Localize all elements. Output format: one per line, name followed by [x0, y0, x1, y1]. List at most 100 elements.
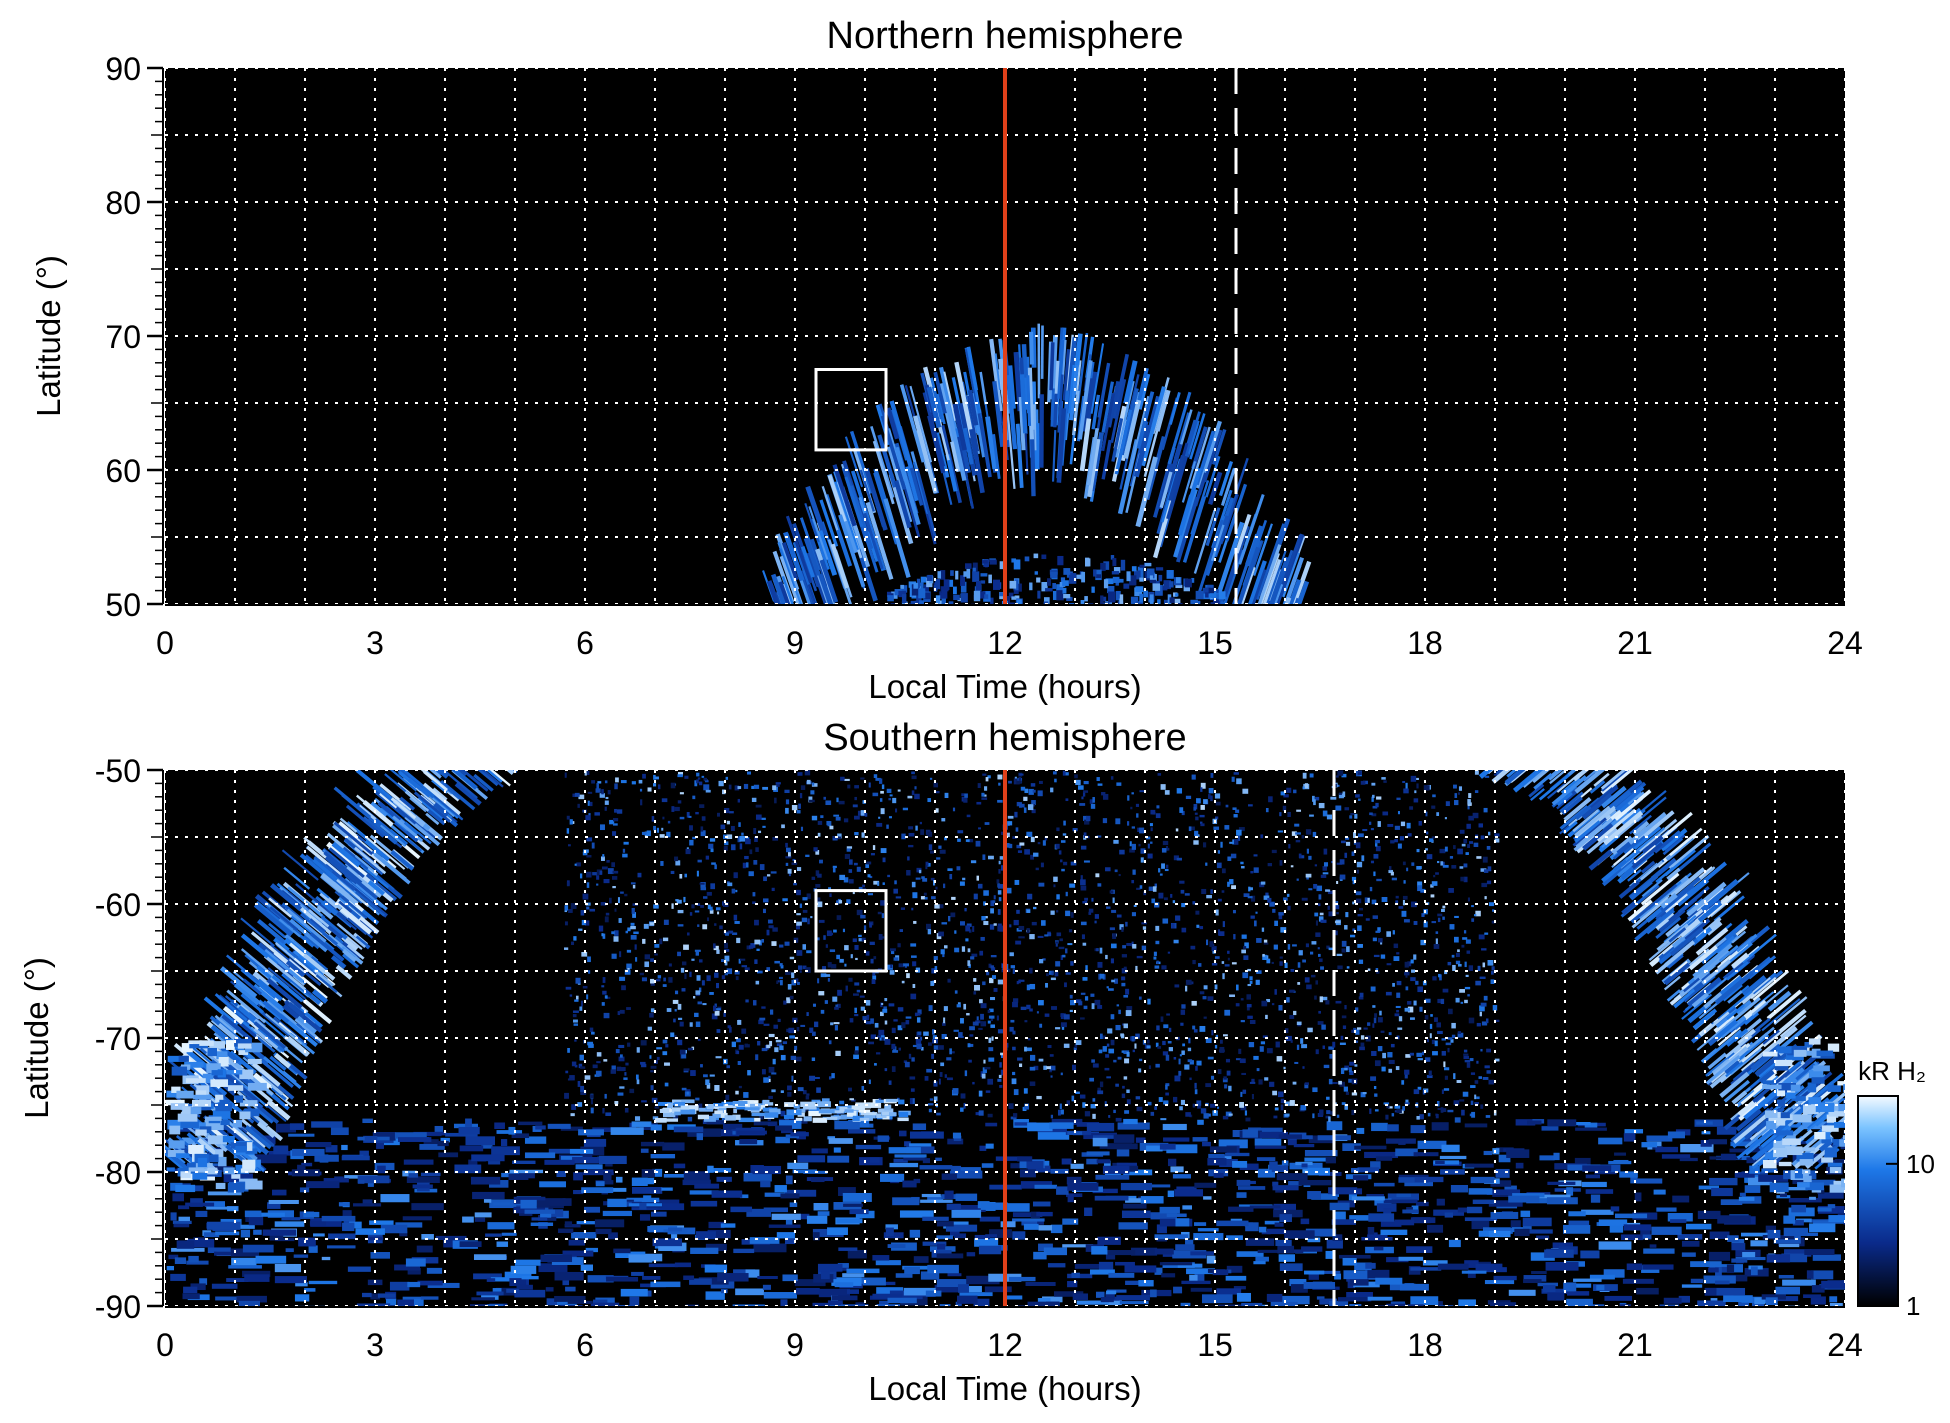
- emission-pixel: [1474, 770, 1479, 775]
- emission-pixel: [1249, 981, 1253, 984]
- emission-pixel: [640, 1061, 646, 1065]
- south-title: Southern hemisphere: [823, 717, 1186, 759]
- emission-pixel: [818, 991, 825, 996]
- emission-streak: [927, 415, 946, 474]
- emission-pixel: [795, 978, 799, 984]
- emission-pixel: [1044, 934, 1049, 937]
- emission-pixel: [604, 916, 609, 923]
- emission-pixel: [1326, 814, 1333, 820]
- emission-pixel: [1354, 813, 1358, 819]
- emission-pixel: [564, 921, 568, 926]
- emission-pixel: [1253, 854, 1258, 857]
- emission-pixel: [972, 925, 975, 932]
- emission-pixel: [1030, 854, 1035, 860]
- emission-pixel: [566, 882, 570, 887]
- emission-pixel: [981, 560, 988, 564]
- emission-pixel: [1079, 1094, 1086, 1099]
- emission-pixel: [617, 897, 620, 904]
- emission-pixel: [1038, 1225, 1052, 1231]
- emission-pixel: [1778, 1243, 1800, 1248]
- emission-pixel: [859, 995, 865, 998]
- emission-pixel: [905, 1016, 912, 1019]
- emission-pixel: [1065, 910, 1071, 917]
- emission-pixel: [871, 979, 876, 985]
- emission-pixel: [1239, 1163, 1259, 1170]
- emission-pixel: [1080, 1017, 1085, 1020]
- emission-pixel: [618, 918, 622, 923]
- emission-pixel: [1318, 1270, 1341, 1274]
- emission-pixel: [514, 1259, 541, 1266]
- emission-streak: [844, 476, 864, 528]
- emission-pixel: [1000, 831, 1004, 835]
- emission-pixel: [975, 580, 982, 591]
- emission-pixel: [584, 920, 590, 926]
- emission-pixel: [911, 1098, 915, 1105]
- emission-pixel: [1402, 1106, 1406, 1111]
- emission-pixel: [1411, 862, 1415, 866]
- emission-pixel: [1440, 998, 1445, 1005]
- emission-pixel: [1162, 918, 1169, 924]
- emission-pixel: [1055, 971, 1059, 977]
- emission-pixel: [496, 1241, 509, 1247]
- emission-pixel: [1352, 879, 1355, 885]
- emission-pixel: [1005, 1203, 1030, 1212]
- emission-pixel: [1008, 780, 1012, 784]
- emission-pixel: [919, 1165, 953, 1170]
- emission-pixel: [1398, 1174, 1429, 1180]
- emission-pixel: [1464, 1123, 1488, 1128]
- emission-pixel: [1715, 1280, 1730, 1285]
- emission-pixel: [811, 783, 818, 787]
- emission-pixel: [1233, 814, 1238, 818]
- emission-pixel: [1610, 1206, 1620, 1212]
- emission-pixel: [1171, 923, 1175, 929]
- emission-pixel: [595, 1181, 605, 1187]
- emission-pixel: [1176, 788, 1183, 794]
- emission-pixel: [916, 1017, 921, 1023]
- emission-pixel: [629, 1296, 640, 1306]
- emission-pixel: [990, 597, 994, 604]
- emission-streak: [1140, 386, 1166, 467]
- emission-pixel: [696, 975, 701, 981]
- emission-pixel: [1010, 1019, 1015, 1023]
- emission-pixel: [1109, 890, 1114, 894]
- emission-pixel: [1372, 915, 1378, 919]
- emission-pixel: [1209, 591, 1217, 598]
- emission-pixel: [1484, 896, 1487, 900]
- emission-pixel: [889, 794, 893, 797]
- emission-pixel: [689, 839, 694, 846]
- emission-pixel: [799, 903, 803, 908]
- emission-pixel: [779, 963, 783, 967]
- emission-pixel: [1227, 950, 1230, 954]
- emission-pixel: [1192, 1103, 1196, 1108]
- emission-pixel: [646, 830, 651, 837]
- emission-pixel: [582, 1171, 614, 1176]
- emission-pixel: [966, 1013, 970, 1016]
- emission-pixel: [751, 1112, 767, 1117]
- emission-pixel: [746, 862, 749, 868]
- emission-pixel: [741, 832, 744, 836]
- emission-pixel: [1468, 1188, 1493, 1195]
- emission-pixel: [1190, 1251, 1214, 1256]
- emission-pixel: [631, 1271, 644, 1276]
- emission-pixel: [776, 1232, 796, 1239]
- emission-pixel: [968, 1059, 972, 1063]
- emission-pixel: [1394, 1013, 1400, 1017]
- emission-pixel: [831, 1277, 862, 1286]
- emission-pixel: [1447, 1109, 1454, 1113]
- emission-pixel: [654, 953, 658, 956]
- emission-pixel: [1458, 963, 1462, 967]
- emission-pixel: [680, 967, 685, 973]
- emission-pixel: [689, 971, 692, 978]
- emission-pixel: [770, 871, 777, 874]
- emission-pixel: [1391, 877, 1397, 881]
- emission-pixel: [1185, 1239, 1194, 1248]
- emission-pixel: [1395, 1148, 1418, 1157]
- emission-pixel: [1154, 1234, 1189, 1240]
- emission-pixel: [785, 799, 790, 805]
- emission-pixel: [762, 825, 766, 828]
- emission-pixel: [821, 1270, 830, 1280]
- emission-pixel: [1457, 1031, 1462, 1035]
- emission-pixel: [483, 1198, 492, 1203]
- emission-pixel: [1441, 1108, 1447, 1113]
- emission-pixel: [1394, 825, 1400, 830]
